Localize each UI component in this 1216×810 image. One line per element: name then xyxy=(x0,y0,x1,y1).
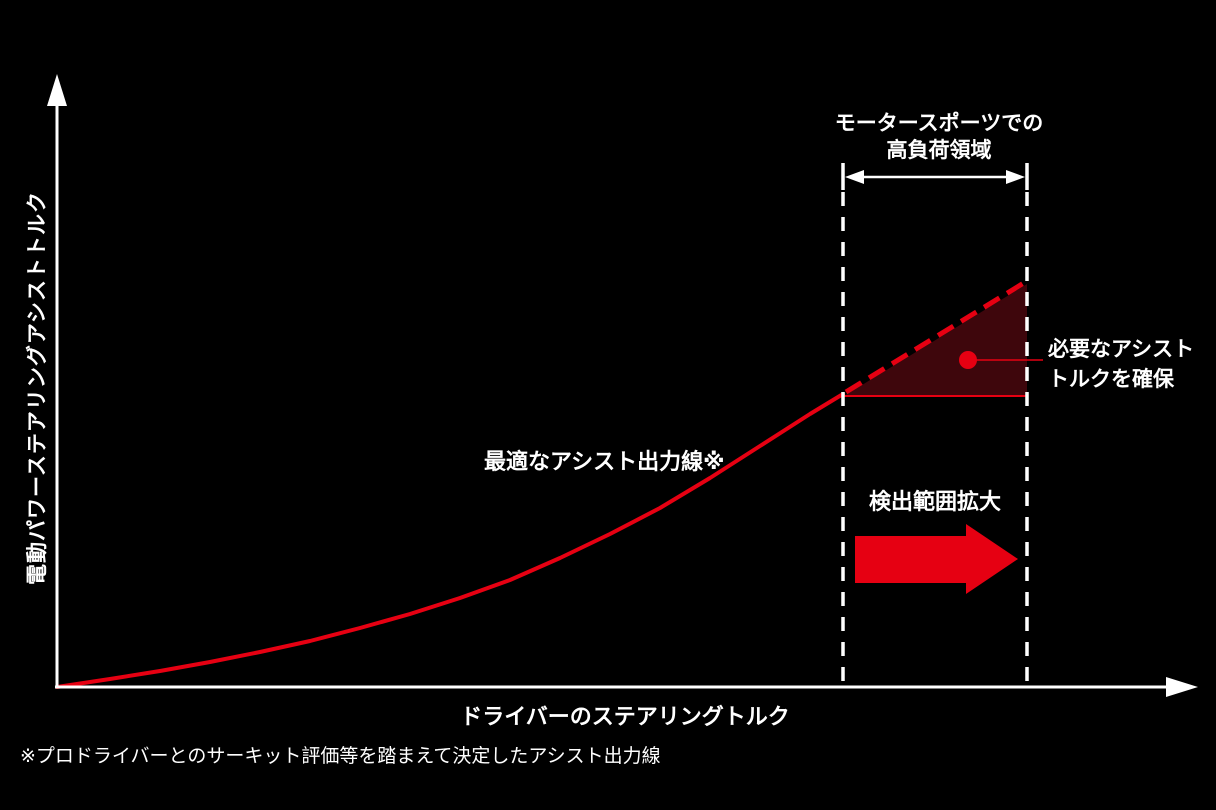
callout-dot xyxy=(959,351,977,369)
assist-output-curve xyxy=(55,392,845,689)
required-assist-torque-note-line1: 必要なアシスト xyxy=(1048,337,1195,361)
assist-output-dashed-extension xyxy=(844,278,1029,395)
detection-range-arrow xyxy=(855,524,1018,594)
region-span-arrowhead-right xyxy=(1006,170,1025,184)
required-assist-torque-note-line2: トルクを確保 xyxy=(1048,367,1174,391)
optimal-assist-line-label: 最適なアシスト出力線※ xyxy=(484,450,725,475)
detection-range-label: 検出範囲拡大 xyxy=(868,490,1001,515)
region-span-arrowhead-left xyxy=(845,170,864,184)
x-axis-label: ドライバーのステアリングトルク xyxy=(460,705,790,730)
y-axis-arrowhead xyxy=(47,74,67,106)
footnote: ※プロドライバーとのサーキット評価等を踏まえて決定したアシスト出力線 xyxy=(20,745,661,767)
y-axis-label: 電動パワーステアリングアシストトルク xyxy=(25,190,49,586)
x-axis-arrowhead xyxy=(1166,677,1198,697)
high-load-region-label-line1: モータースポーツでの xyxy=(834,111,1044,135)
high-load-region-label: モータースポーツでの 高負荷領域 xyxy=(789,110,1089,164)
required-assist-torque-note: 必要なアシスト トルクを確保 xyxy=(1048,334,1194,394)
high-load-region-label-line2: 高負荷領域 xyxy=(886,138,992,162)
expanded-assist-region-fill xyxy=(844,284,1027,396)
